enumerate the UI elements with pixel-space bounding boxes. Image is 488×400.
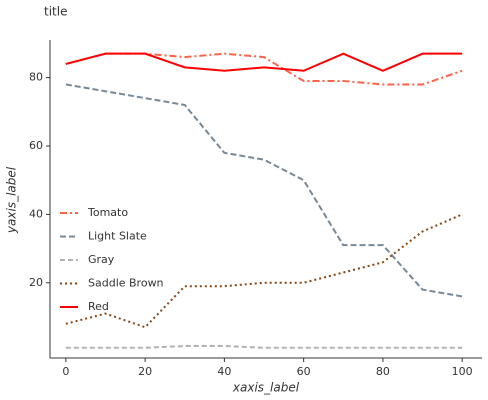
y-axis-label: yaxis_label <box>5 166 19 234</box>
series-line <box>65 52 463 86</box>
x-tick-label: 80 <box>376 365 390 378</box>
y-tick-label: 60 <box>29 139 43 152</box>
y-tick-label: 80 <box>29 71 43 84</box>
x-tick-label: 100 <box>452 365 473 378</box>
series-line <box>65 52 463 72</box>
x-axis-label: xaxis_label <box>232 381 300 395</box>
legend-label: Saddle Brown <box>88 277 164 290</box>
x-tick-label: 0 <box>62 365 69 378</box>
x-tick-label: 20 <box>138 365 152 378</box>
series-line <box>65 83 463 298</box>
y-tick-label: 20 <box>29 276 43 289</box>
chart-title: title <box>44 5 67 19</box>
y-tick-label: 40 <box>29 207 43 220</box>
legend-label: Tomato <box>87 206 128 219</box>
legend-label: Red <box>88 300 109 313</box>
legend-label: Gray <box>88 253 115 266</box>
legend-label: Light Slate <box>88 230 147 243</box>
x-tick-label: 40 <box>217 365 231 378</box>
x-tick-label: 60 <box>297 365 311 378</box>
series-line <box>65 345 463 349</box>
